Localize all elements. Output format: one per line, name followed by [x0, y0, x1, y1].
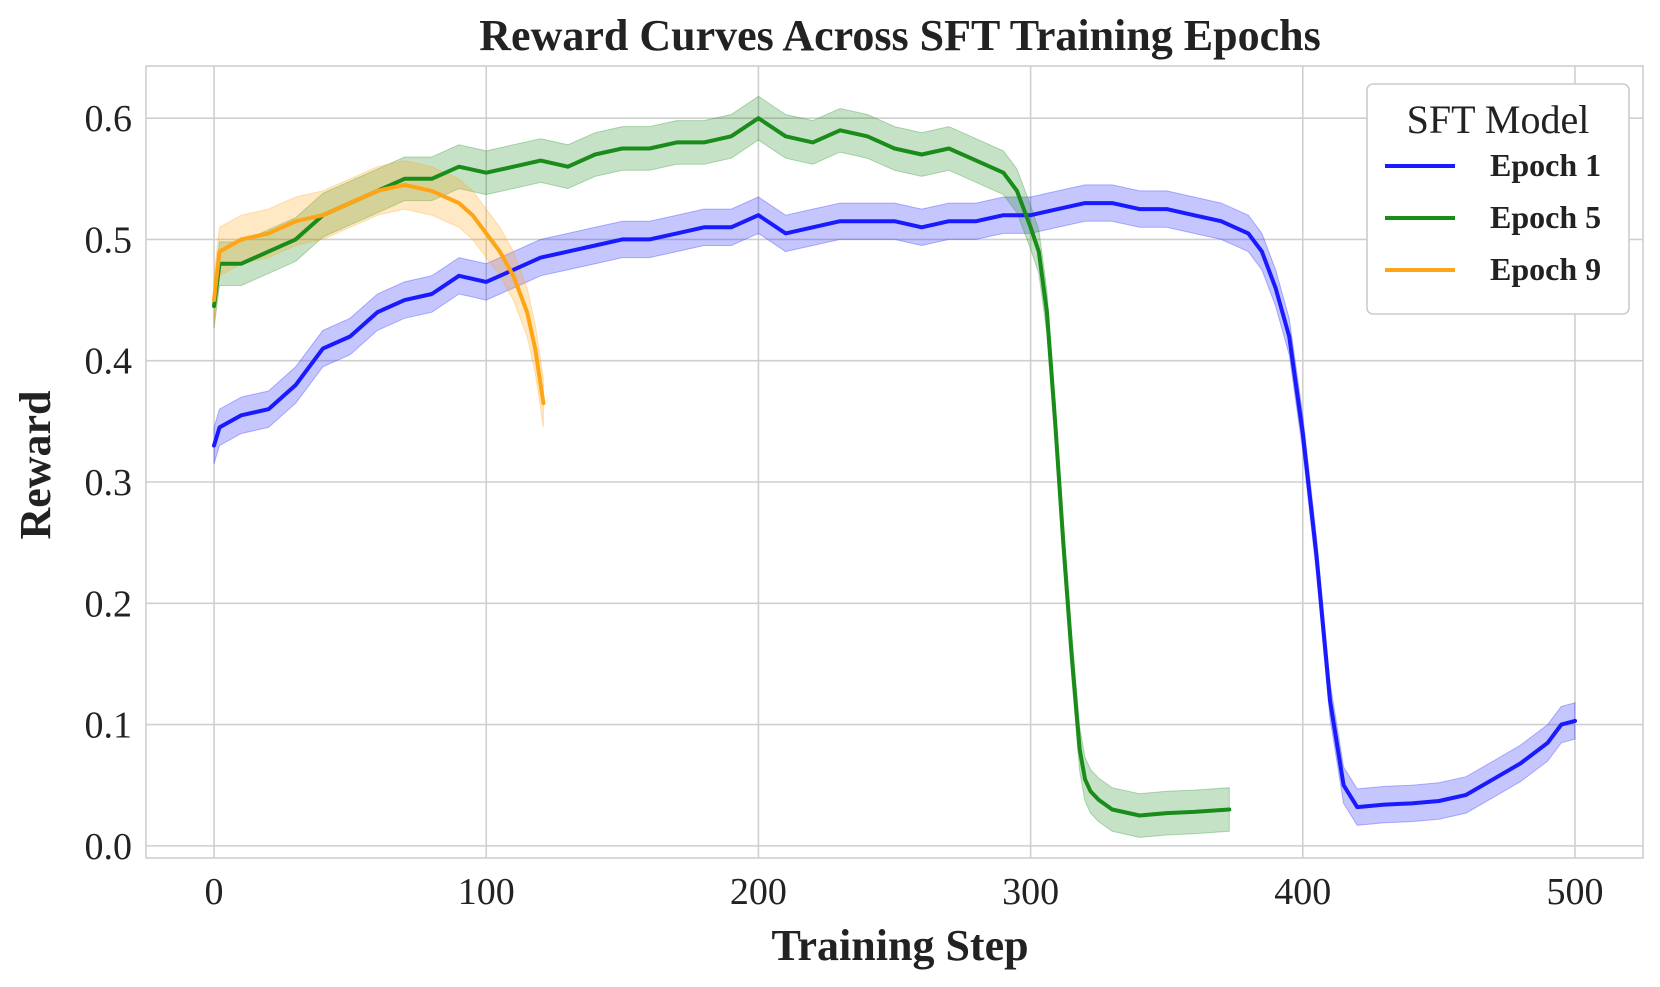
- x-tick-label: 200: [730, 871, 787, 913]
- confidence-bands: [213, 95, 1576, 838]
- x-tick-label: 0: [205, 871, 224, 913]
- y-tick-label: 0.1: [85, 705, 133, 747]
- x-tick-label: 500: [1546, 871, 1603, 913]
- x-tick-label: 300: [1002, 871, 1059, 913]
- x-tick-label: 100: [458, 871, 515, 913]
- legend-label-epoch-1: Epoch 1: [1490, 147, 1601, 183]
- epoch-1-band: [213, 184, 1576, 826]
- epoch-1-line: [212, 201, 1577, 810]
- plot-frame: [145, 65, 1644, 859]
- x-tick-label: 400: [1274, 871, 1331, 913]
- chart-title: Reward Curves Across SFT Training Epochs: [479, 11, 1320, 60]
- tick-labels: 0 100 200 300 400 500 0.0 0.1 0.2 0.3 0.4 0.5 0.6: [85, 98, 1604, 913]
- y-tick-label: 0.2: [85, 583, 133, 625]
- epoch-5-band: [213, 95, 1230, 838]
- epoch-5-line: [212, 116, 1232, 818]
- legend-label-epoch-5: Epoch 5: [1490, 199, 1601, 235]
- y-axis-label: Reward: [11, 390, 60, 539]
- y-tick-label: 0.5: [85, 219, 133, 261]
- epoch-9-line: [212, 182, 546, 406]
- legend-title: SFT Model: [1407, 97, 1590, 142]
- epoch-9-band: [213, 160, 544, 428]
- y-tick-label: 0.6: [85, 98, 133, 140]
- legend-label-epoch-9: Epoch 9: [1490, 251, 1601, 287]
- y-tick-label: 0.3: [85, 462, 133, 504]
- series-lines: [212, 116, 1577, 818]
- y-tick-label: 0.4: [85, 341, 133, 383]
- x-axis-label: Training Step: [771, 921, 1028, 970]
- legend-box: [1366, 83, 1630, 315]
- legend: SFT Model Epoch 1 Epoch 5 Epoch 9: [1366, 83, 1630, 315]
- y-tick-label: 0.0: [85, 826, 133, 868]
